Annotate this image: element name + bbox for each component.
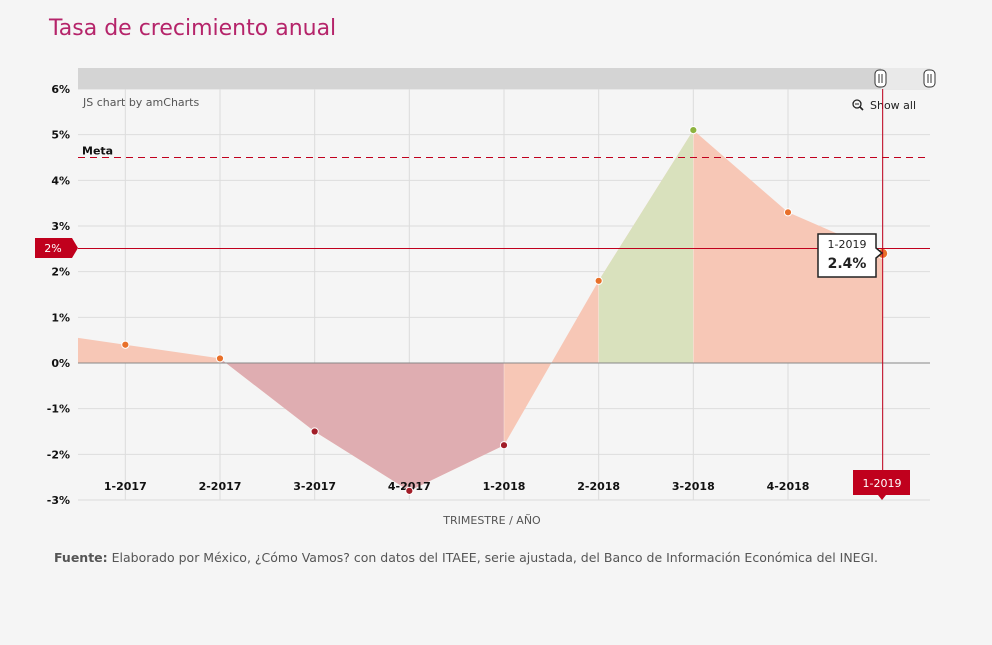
x-tick-label: 3-2018 (672, 480, 715, 493)
growth-chart[interactable]: Meta 6% 5% 4% 3% 2% 1% 0% -1% -2% -3% 1-2017 2-201… (0, 0, 992, 540)
x-tick-label: 3-2017 (293, 480, 336, 493)
data-point[interactable] (783, 208, 793, 217)
y-tick-label: -3% (47, 494, 70, 507)
scrollbar-handle-right[interactable] (923, 69, 936, 88)
zoom-out-icon (852, 99, 864, 111)
data-point[interactable] (310, 427, 319, 436)
chart-cursor: 2% 1-2019 (35, 89, 930, 500)
area-fills (78, 130, 883, 491)
x-tick-label: 4-2018 (767, 480, 810, 493)
goal-line-label: Meta (82, 145, 113, 158)
area-fill-negative (220, 358, 504, 491)
source-text: Elaborado por México, ¿Cómo Vamos? con d… (111, 550, 878, 565)
show-all-label: Show all (870, 99, 916, 112)
y-tick-label: 3% (51, 220, 70, 233)
tooltip-box (817, 233, 884, 278)
scrollbar-track[interactable] (78, 68, 930, 89)
x-tick-label: 2-2017 (199, 480, 242, 493)
data-point[interactable] (594, 276, 603, 285)
x-tick-label: 1-2017 (104, 480, 147, 493)
y-tick-label: 0% (51, 357, 70, 370)
data-point[interactable] (405, 486, 414, 495)
value-tooltip: 1-2019 2.4% (817, 233, 884, 278)
cursor-x-label-box (853, 470, 910, 500)
x-tick-label: 1-2018 (483, 480, 526, 493)
data-point[interactable] (499, 441, 509, 450)
chart-credit[interactable]: JS chart by amCharts (82, 96, 199, 109)
x-tick-label: 4-2017 (388, 480, 431, 493)
data-point[interactable] (121, 340, 130, 349)
data-point[interactable] (689, 126, 698, 135)
y-tick-label: 6% (51, 83, 70, 96)
y-tick-label: -1% (47, 403, 70, 416)
y-axis: 6% 5% 4% 3% 2% 1% 0% -1% -2% -3% (47, 83, 70, 507)
cursor-y-label: 2% (44, 242, 61, 255)
cursor-y-label-box (35, 238, 78, 258)
data-point[interactable] (215, 354, 225, 363)
y-tick-label: -2% (47, 448, 70, 461)
data-points[interactable] (121, 126, 889, 495)
y-tick-label: 4% (51, 174, 70, 187)
area-fill-peak (598, 130, 694, 363)
source-note: Fuente: Elaborado por México, ¿Cómo Vamo… (54, 550, 878, 565)
scrollbar-handle-left[interactable] (874, 69, 887, 88)
y-tick-label: 1% (51, 311, 70, 324)
chart-title: Tasa de crecimiento anual (49, 16, 337, 41)
show-all-button[interactable]: Show all (852, 99, 916, 112)
scrollbar-selection[interactable] (881, 68, 930, 89)
tooltip-title: 1-2019 (828, 238, 867, 251)
y-tick-label: 5% (51, 129, 70, 142)
x-axis-title: TRIMESTRE / AÑO (442, 514, 541, 527)
tooltip-value: 2.4% (828, 256, 867, 272)
x-tick-label: 2-2018 (577, 480, 620, 493)
goal-line-group: Meta (78, 145, 930, 158)
x-axis: 1-2017 2-2017 3-2017 4-2017 1-2018 2-2018 3-20… (104, 480, 904, 493)
area-separators (503, 130, 694, 446)
source-label: Fuente: (54, 550, 108, 565)
y-tick-label: 2% (51, 266, 70, 279)
cursor-x-label: 1-2019 (863, 477, 902, 490)
